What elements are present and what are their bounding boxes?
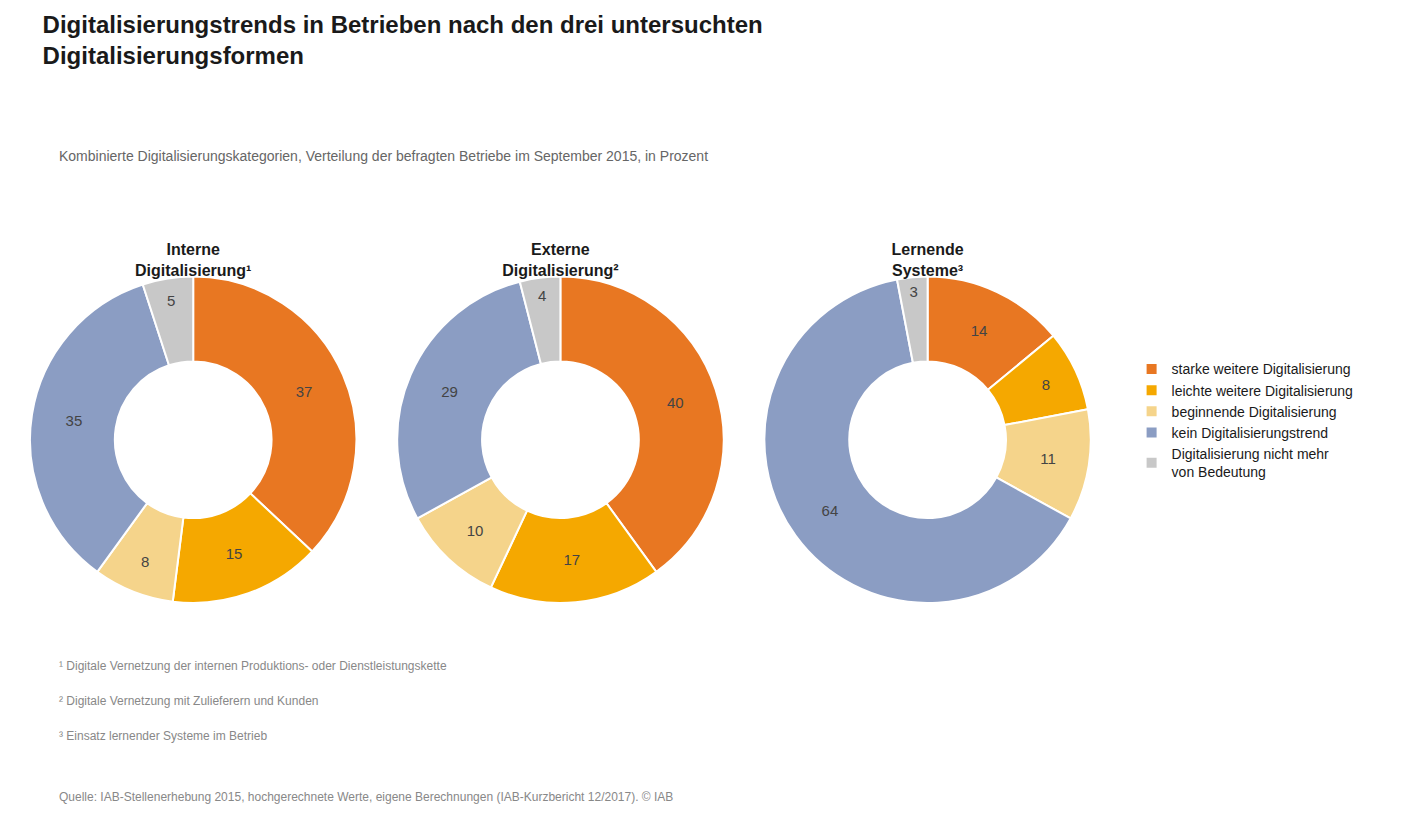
svg-text:15: 15 [226,545,243,562]
svg-text:ExterneDigitalisierung²: ExterneDigitalisierung² [502,241,618,279]
svg-text:64: 64 [822,502,839,519]
svg-text:4: 4 [538,287,546,304]
svg-text:Quelle: IAB-Stellenerhebung 20: Quelle: IAB-Stellenerhebung 2015, hochge… [59,790,673,804]
svg-text:InterneDigitalisierung¹: InterneDigitalisierung¹ [135,241,251,279]
svg-text:40: 40 [667,394,684,411]
svg-text:8: 8 [1042,376,1050,393]
svg-text:leichte weitere Digitalisierun: leichte weitere Digitalisierung [1172,383,1353,399]
svg-text:LernendeSysteme³: LernendeSysteme³ [892,241,964,279]
svg-text:Digitalisierungstrends in Betr: Digitalisierungstrends in Betrieben nach… [43,11,763,69]
svg-text:² Digitale Vernetzung mit Zuli: ² Digitale Vernetzung mit Zulieferern un… [59,694,318,708]
svg-text:8: 8 [141,553,149,570]
svg-text:starke weitere Digitalisierung: starke weitere Digitalisierung [1172,361,1351,377]
svg-text:Digitalisierung nicht mehrvon: Digitalisierung nicht mehrvon Bedeutung [1172,446,1330,480]
svg-text:10: 10 [467,522,484,539]
svg-text:14: 14 [971,322,988,339]
svg-text:³ Einsatz lernender Systeme im: ³ Einsatz lernender Systeme im Betrieb [59,729,267,743]
svg-text:35: 35 [66,412,83,429]
svg-text:37: 37 [296,383,313,400]
svg-text:Kombinierte Digitalisierungska: Kombinierte Digitalisierungskategorien, … [59,148,708,164]
svg-text:beginnende Digitalisierung: beginnende Digitalisierung [1172,404,1337,420]
svg-text:5: 5 [167,292,175,309]
svg-text:¹ Digitale Vernetzung der inte: ¹ Digitale Vernetzung der internen Produ… [59,659,447,673]
svg-text:kein Digitalisierungstrend: kein Digitalisierungstrend [1172,425,1328,441]
svg-text:17: 17 [563,551,580,568]
svg-text:3: 3 [909,283,917,300]
svg-text:29: 29 [441,383,458,400]
svg-text:11: 11 [1040,450,1056,467]
